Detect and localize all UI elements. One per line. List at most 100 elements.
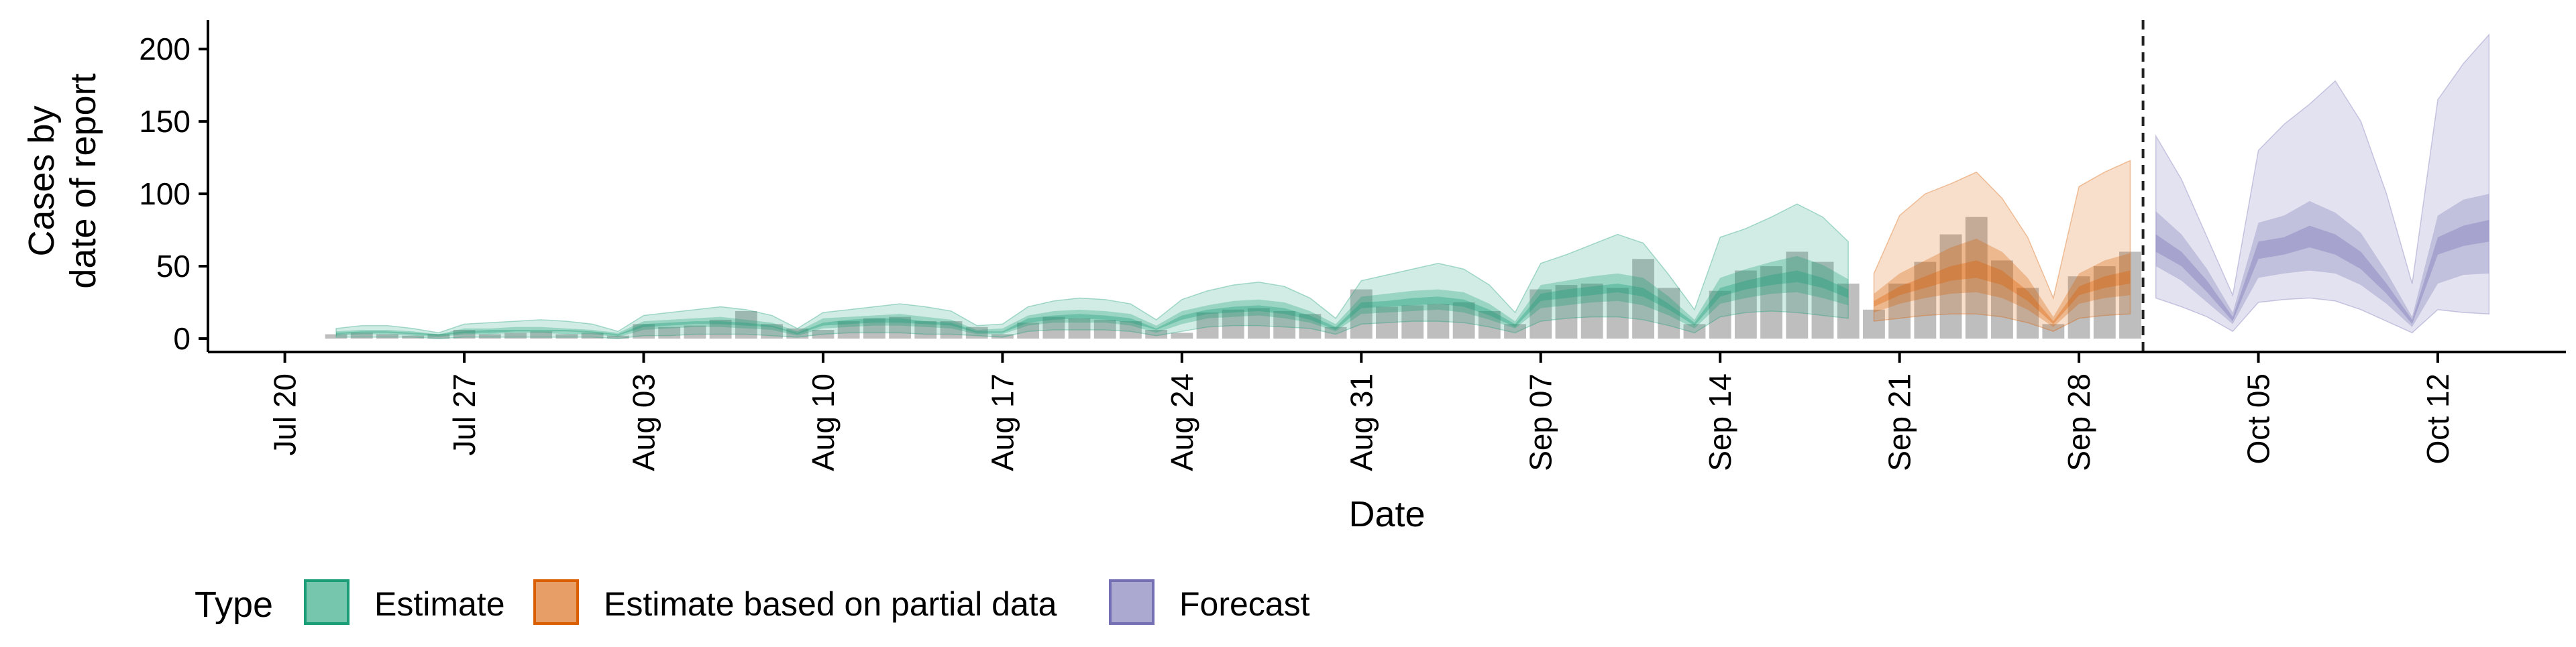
band-50 [2155, 194, 2489, 327]
bar [1965, 217, 1988, 339]
band-90 [335, 203, 1849, 339]
bar [1811, 261, 1834, 339]
x-tick-label: Aug 03 [627, 373, 661, 471]
x-tick-label: Aug 24 [1165, 373, 1199, 471]
band-50 [336, 255, 1849, 337]
bar [1504, 324, 1526, 339]
legend-swatch [533, 579, 579, 625]
bar [1888, 283, 1911, 339]
bar [1093, 319, 1116, 339]
bar [2017, 288, 2039, 339]
bar [2068, 276, 2090, 339]
bar [1709, 290, 1731, 339]
bar [1427, 304, 1450, 339]
legend: Type Estimate Estimate based on partial d… [195, 579, 1310, 625]
bar [1196, 312, 1219, 339]
bar [1529, 289, 1552, 339]
x-axis-title: Date [1348, 494, 1425, 534]
legend-swatch [1109, 579, 1155, 625]
bar [1017, 322, 1040, 339]
bar [1683, 324, 1706, 339]
bar [1555, 285, 1578, 339]
axes-layer: 0 50 100 150 200 Jul 20 Jul 27 Aug 03 Aug 10 Aug … [139, 20, 2566, 471]
series-forecast [2155, 33, 2490, 334]
x-tick-label: Sep 21 [1882, 373, 1917, 471]
bar [427, 334, 450, 339]
bar [914, 321, 937, 339]
x-tick-label: Aug 10 [806, 373, 841, 471]
bar [1991, 260, 2013, 339]
bar [1273, 310, 1296, 339]
bar [530, 331, 553, 339]
bar [1120, 321, 1142, 339]
bar [812, 330, 835, 339]
bar [2119, 251, 2141, 339]
y-tick-label: 200 [139, 32, 191, 66]
bar [581, 333, 604, 339]
bar [837, 321, 860, 339]
y-axis-title-line-1: Cases by [21, 105, 62, 256]
legend-item-estimate: Estimate [304, 579, 505, 625]
series-estimate [335, 203, 1849, 339]
band-20 [2155, 219, 2489, 325]
bar [889, 316, 912, 339]
legend-label: Estimate [374, 585, 505, 623]
bar [684, 325, 706, 339]
bar [1606, 288, 1629, 339]
bar [761, 324, 783, 339]
bar [350, 333, 373, 339]
x-tick-label: Aug 17 [985, 373, 1020, 471]
ribbons-layer [335, 33, 2490, 339]
bar [965, 327, 988, 339]
y-axis-title-line-2: date of report [63, 73, 103, 288]
bar [2093, 266, 2116, 339]
bar [1350, 289, 1373, 339]
bar [863, 318, 885, 339]
bar [1478, 310, 1501, 339]
bar [1632, 259, 1654, 339]
bar [1401, 305, 1424, 339]
bar [1837, 283, 1860, 339]
bar [504, 333, 527, 339]
band-90 [1873, 160, 2131, 333]
x-tick-label: Sep 28 [2061, 373, 2096, 471]
band-90 [2155, 33, 2490, 334]
bar [1145, 330, 1168, 339]
bar [478, 334, 501, 339]
bar [1324, 327, 1347, 339]
legend-item-partial: Estimate based on partial data [533, 579, 1057, 625]
bar [1914, 261, 1937, 339]
bar [376, 334, 398, 339]
bar [1248, 308, 1270, 339]
bar [1658, 288, 1680, 339]
x-tick-label: Oct 12 [2420, 373, 2455, 465]
bar [1580, 283, 1603, 339]
x-tick-label: Sep 07 [1523, 373, 1558, 471]
bar [1452, 302, 1475, 339]
legend-label: Estimate based on partial data [604, 585, 1057, 623]
bar [1222, 309, 1244, 339]
legend-swatch [304, 579, 350, 625]
band-50 [1874, 239, 2131, 327]
x-tick-label: Aug 31 [1344, 373, 1379, 471]
bar [1760, 266, 1783, 339]
bar [325, 334, 347, 339]
bar [402, 335, 425, 339]
bar [606, 335, 629, 339]
series-partial [1873, 160, 2131, 333]
legend-items: Estimate Estimate based on partial data Fo… [304, 579, 1310, 625]
bar [1376, 306, 1398, 339]
x-tick-label: Jul 27 [447, 373, 482, 456]
y-tick-label: 0 [173, 321, 191, 356]
bar [555, 334, 578, 339]
bar [1171, 333, 1193, 339]
bar [991, 334, 1014, 339]
y-tick-label: 50 [156, 249, 191, 284]
x-tick-label: Oct 05 [2241, 373, 2276, 465]
bars-layer [325, 217, 2141, 339]
bar [940, 321, 963, 339]
bar [735, 310, 757, 339]
bar [786, 328, 809, 339]
